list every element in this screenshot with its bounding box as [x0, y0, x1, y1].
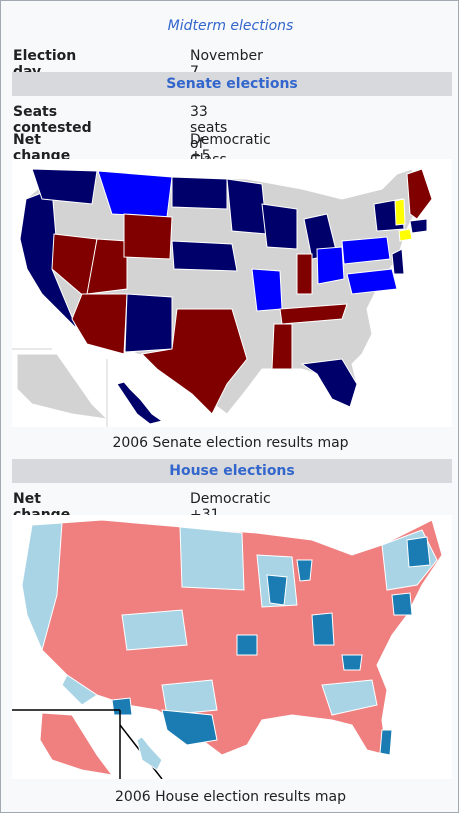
house-map-caption: 2006 House election results map	[115, 789, 346, 805]
midterm-elections-link[interactable]: Midterm elections	[167, 18, 294, 34]
house-results-map[interactable]	[12, 515, 452, 779]
house-region-colorado	[121, 609, 188, 651]
senate-state-ca-wa	[19, 188, 78, 330]
house-gain-mi	[296, 559, 313, 582]
senate-results-map[interactable]	[12, 159, 452, 427]
house-section-heading[interactable]: House elections	[12, 459, 452, 483]
senate-state-ms	[271, 323, 293, 370]
house-gain-fl	[379, 729, 393, 756]
house-gain-az	[111, 697, 133, 716]
house-region-southwest	[161, 679, 218, 716]
seats-contested-label: Seats contested	[13, 104, 92, 136]
senate-state-va	[346, 268, 398, 295]
senate-state-ak	[16, 353, 109, 420]
house-region-west-coast	[21, 522, 63, 652]
house-gain-ks	[236, 634, 258, 656]
house-state-hi	[136, 736, 163, 771]
senate-state-tn	[279, 303, 348, 325]
senate-state-vt	[394, 198, 406, 226]
senate-state-fl	[300, 358, 358, 408]
house-gain-pa-ny	[391, 592, 413, 616]
senate-state-in	[296, 253, 313, 295]
senate-state-wy	[123, 213, 173, 260]
senate-state-wa	[31, 168, 98, 205]
house-state-ak	[39, 712, 114, 776]
senate-state-ma	[409, 218, 428, 234]
house-gain-wi	[266, 574, 288, 606]
house-region-dakotas	[179, 526, 245, 591]
house-gain-nh	[406, 536, 431, 568]
senate-state-nd	[171, 176, 228, 210]
senate-state-az	[71, 293, 128, 355]
senate-state-mo	[251, 268, 283, 312]
senate-state-oh	[316, 246, 345, 285]
senate-state-pa	[341, 236, 391, 265]
senate-state-hi	[116, 381, 164, 425]
senate-state-tx	[140, 308, 248, 415]
senate-state-nm	[124, 293, 173, 353]
senate-state-ne	[171, 240, 238, 272]
senate-section-heading[interactable]: Senate elections	[12, 72, 452, 96]
senate-map-caption: 2006 Senate election results map	[112, 435, 349, 451]
house-region-southeast	[321, 679, 378, 716]
senate-state-md-nj	[391, 248, 405, 275]
senate-state-me	[406, 168, 433, 220]
senate-state-ct	[398, 228, 413, 242]
house-gain-tx	[161, 709, 218, 746]
house-region-socal	[61, 674, 98, 706]
house-gain-nc	[341, 654, 363, 671]
senate-state-ut	[86, 238, 128, 295]
senate-state-mn	[226, 178, 268, 235]
senate-state-wi	[261, 203, 298, 250]
house-gain-in	[311, 612, 335, 646]
